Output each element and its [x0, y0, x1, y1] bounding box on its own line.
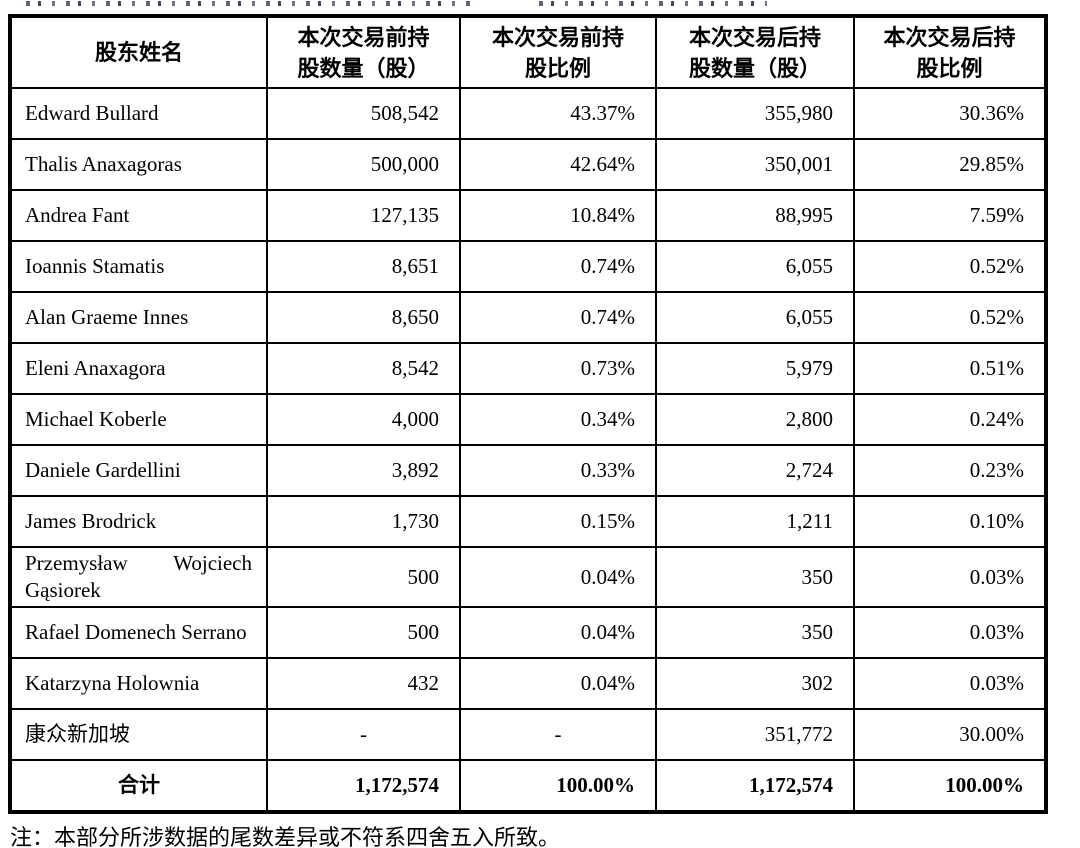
pre_ratio-cell: 0.74%: [459, 240, 657, 293]
post_ratio-cell: 7.59%: [853, 189, 1047, 242]
post_ratio-cell: 0.52%: [853, 291, 1047, 344]
pre_shares-cell: 432: [266, 657, 461, 710]
table-row: Eleni Anaxagora 8,542 0.73% 5,979 0.51%: [9, 342, 1047, 395]
post_shares-cell: 302: [655, 657, 855, 710]
name-cell: Katarzyna Holownia: [9, 657, 268, 710]
pre_ratio-cell: -: [459, 708, 657, 761]
pre_ratio-cell: 0.74%: [459, 291, 657, 344]
pre_ratio-cell: 42.64%: [459, 138, 657, 191]
table-row: Alan Graeme Innes 8,650 0.74% 6,055 0.52%: [9, 291, 1047, 344]
name-cell: James Brodrick: [9, 495, 268, 548]
column-header-pre_ratio: 本次交易前持 股比例: [459, 15, 657, 89]
post_shares-cell: 5,979: [655, 342, 855, 395]
column-header-pre_shares: 本次交易前持 股数量（股）: [266, 15, 461, 89]
pre_ratio-cell: 0.15%: [459, 495, 657, 548]
post_shares-cell: 1,211: [655, 495, 855, 548]
post_shares-cell: 6,055: [655, 291, 855, 344]
table-footnote: 注：本部分所涉数据的尾数差异或不符系四舍五入所致。: [10, 825, 561, 848]
table-row: 康众新加坡 - -351,772 30.00%: [9, 708, 1047, 761]
pre_ratio-cell: 0.34%: [459, 393, 657, 446]
name-cell: Andrea Fant: [9, 189, 268, 242]
name-cell: Thalis Anaxagoras: [9, 138, 268, 191]
table-row: Ioannis Stamatis 8,651 0.74% 6,055 0.52%: [9, 240, 1047, 293]
name-cell: Rafael Domenech Serrano: [9, 606, 268, 659]
pre_shares-cell: 4,000: [266, 393, 461, 446]
table-row: Daniele Gardellini 3,892 0.33% 2,724 0.23%: [9, 444, 1047, 497]
pre_shares-cell: 500,000: [266, 138, 461, 191]
pre_shares-cell: 1,730: [266, 495, 461, 548]
name-cell: Edward Bullard: [9, 87, 268, 140]
pre_ratio-cell: 43.37%: [459, 87, 657, 140]
post_ratio-cell: 30.00%: [853, 708, 1047, 761]
post_shares-cell: 88,995: [655, 189, 855, 242]
post_shares-cell: 6,055: [655, 240, 855, 293]
cropped-text-remnant: [26, 1, 1080, 7]
pre_shares-cell: 8,542: [266, 342, 461, 395]
post_shares-cell: 351,772: [655, 708, 855, 761]
cropped-text-fragment: [539, 1, 767, 6]
post_ratio-cell: 0.03%: [853, 546, 1047, 608]
pre_shares-cell: 127,135: [266, 189, 461, 242]
post_ratio-cell: 0.03%: [853, 657, 1047, 710]
post_ratio-cell: 30.36%: [853, 87, 1047, 140]
name-cell: Przemysław Wojciech Gąsiorek: [9, 546, 268, 608]
table-body: Edward Bullard 508,542 43.37% 355,980 30.36%…: [9, 87, 1047, 813]
post_ratio-cell: 0.24%: [853, 393, 1047, 446]
name-cell: Alan Graeme Innes: [9, 291, 268, 344]
pre_ratio-cell: 0.33%: [459, 444, 657, 497]
post_ratio-cell: 0.23%: [853, 444, 1047, 497]
pre_ratio-cell: 10.84%: [459, 189, 657, 242]
post_shares-cell: 350,001: [655, 138, 855, 191]
pre_shares-cell: 8,651: [266, 240, 461, 293]
pre_ratio-cell: 0.73%: [459, 342, 657, 395]
pre_shares-cell: 508,542: [266, 87, 461, 140]
table-header-row: 股东姓名 本次交易前持 股数量（股） 本次交易前持 股比例 本次交易后持 股数量（股）…: [9, 15, 1047, 89]
post_ratio-cell: 0.52%: [853, 240, 1047, 293]
table-row: Michael Koberle 4,000 0.34% 2,800 0.24%: [9, 393, 1047, 446]
post_ratio-cell: 29.85%: [853, 138, 1047, 191]
table-row: James Brodrick 1,730 0.15% 1,211 0.10%: [9, 495, 1047, 548]
pre_shares-cell: 1,172,574: [266, 759, 461, 813]
post_ratio-cell: 0.51%: [853, 342, 1047, 395]
pre_ratio-cell: 0.04%: [459, 546, 657, 608]
post_shares-cell: 1,172,574: [655, 759, 855, 813]
pre_ratio-cell: 0.04%: [459, 606, 657, 659]
table-row: Edward Bullard 508,542 43.37% 355,980 30.36%: [9, 87, 1047, 140]
pre_ratio-cell: 100.00%: [459, 759, 657, 813]
post_shares-cell: 2,724: [655, 444, 855, 497]
column-header-name: 股东姓名: [9, 15, 268, 89]
name-cell: Daniele Gardellini: [9, 444, 268, 497]
table-row: Thalis Anaxagoras 500,000 42.64% 350,001 29.…: [9, 138, 1047, 191]
table-row: Rafael Domenech Serrano 500 0.04% 350 0.03%: [9, 606, 1047, 659]
table-row: Andrea Fant 127,135 10.84% 88,995 7.59%: [9, 189, 1047, 242]
post_ratio-cell: 0.03%: [853, 606, 1047, 659]
post_shares-cell: 350: [655, 606, 855, 659]
name-cell: Michael Koberle: [9, 393, 268, 446]
pre_shares-cell: 8,650: [266, 291, 461, 344]
shareholding-table: 股东姓名 本次交易前持 股数量（股） 本次交易前持 股比例 本次交易后持 股数量（股）…: [8, 14, 1048, 814]
table-row: Katarzyna Holownia 432 0.04% 302 0.03%: [9, 657, 1047, 710]
post_ratio-cell: 0.10%: [853, 495, 1047, 548]
total-row: 合计 1,172,574 100.00% 1,172,574 100.00%: [9, 759, 1047, 813]
cropped-text-fragment: [26, 1, 471, 6]
pre_shares-cell: 500: [266, 546, 461, 608]
name-cell: 康众新加坡: [9, 708, 268, 761]
post_shares-cell: 350: [655, 546, 855, 608]
pre_shares-cell: 3,892: [266, 444, 461, 497]
column-header-post_shares: 本次交易后持 股数量（股）: [655, 15, 855, 89]
post_shares-cell: 2,800: [655, 393, 855, 446]
table-row: Przemysław Wojciech Gąsiorek 500 0.04% 350 0…: [9, 546, 1047, 608]
name-cell: 合计: [9, 759, 268, 813]
pre_shares-cell: 500: [266, 606, 461, 659]
pre_ratio-cell: 0.04%: [459, 657, 657, 710]
pre_shares-cell: -: [266, 708, 461, 761]
name-cell: Eleni Anaxagora: [9, 342, 268, 395]
name-cell: Ioannis Stamatis: [9, 240, 268, 293]
post_ratio-cell: 100.00%: [853, 759, 1047, 813]
column-header-post_ratio: 本次交易后持 股比例: [853, 15, 1047, 89]
post_shares-cell: 355,980: [655, 87, 855, 140]
